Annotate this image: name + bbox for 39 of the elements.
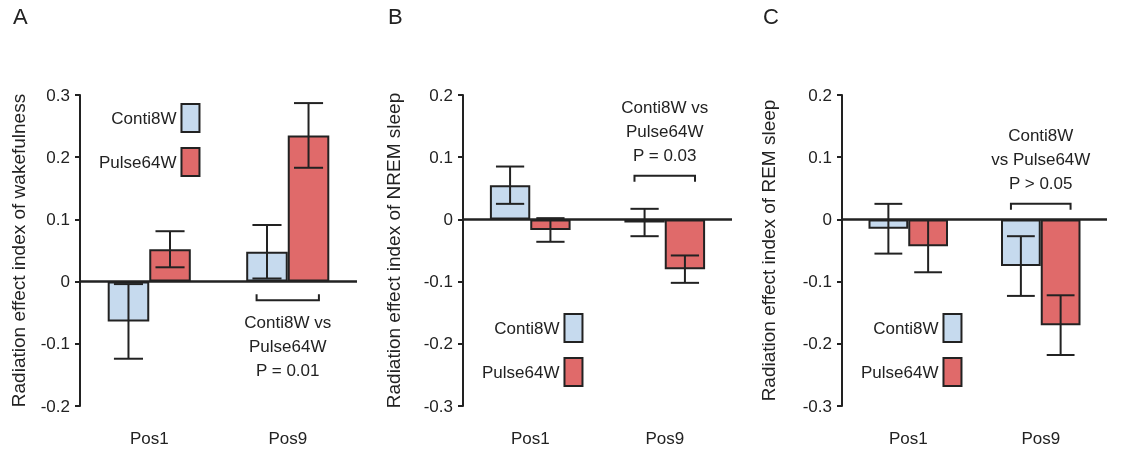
y-axis-title: Radiation effect index of wakefulness [8,93,29,408]
chart-title: C [763,3,779,29]
y-tick-label: -0.3 [423,396,453,416]
y-tick-label: 0.3 [46,85,70,105]
legend-label: Pulse64W [482,362,560,382]
chart-title: B [388,3,403,29]
y-tick-label: 0.1 [808,147,832,167]
legend-label: Conti8W [873,318,939,338]
y-axis-title: Radiation effect index of NREM sleep [383,92,404,409]
x-tick-label: Pos9 [268,429,308,448]
annotation: Conti8W vs Pulse64W P = 0.01 [244,312,332,380]
y-tick-label: -0.1 [802,272,832,292]
y-tick-label: -0.2 [40,396,70,416]
x-tick-label: Pos9 [645,429,685,448]
legend-label: Conti8W [494,318,560,338]
y-tick-label: -0.3 [802,396,832,416]
y-tick-label: 0 [443,209,453,229]
y-tick-label: 0.2 [808,85,832,105]
y-tick-label: 0 [822,209,832,229]
y-tick-label: -0.1 [423,272,453,292]
y-tick-label: 0.2 [46,147,70,167]
annotation: Conti8W vs Pulse64W P = 0.03 [621,98,709,166]
y-tick-label: 0.1 [46,209,70,229]
x-tick-label: Pos1 [510,429,550,448]
legend-label: Pulse64W [861,362,939,382]
y-tick-label: -0.1 [40,334,70,354]
y-tick-label: -0.2 [802,334,832,354]
y-axis-title: Radiation effect index of REM sleep [758,99,779,402]
y-tick-label: 0 [60,272,70,292]
legend-label: Pulse64W [99,152,177,172]
y-tick-label: 0.2 [429,85,453,105]
chart-title: A [13,3,28,29]
annotation: Conti8W vs Pulse64W P > 0.05 [991,126,1091,194]
x-tick-label: Pos1 [129,429,169,448]
x-tick-label: Pos9 [1021,429,1061,448]
y-tick-label: -0.2 [423,334,453,354]
y-tick-label: 0.1 [429,147,453,167]
legend-label: Conti8W [111,108,177,128]
x-tick-label: Pos1 [888,429,928,448]
